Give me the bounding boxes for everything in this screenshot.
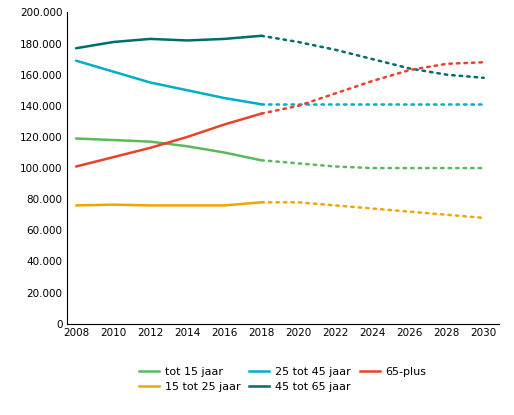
- Legend: tot 15 jaar, 15 tot 25 jaar, 25 tot 45 jaar, 45 tot 65 jaar, 65-plus: tot 15 jaar, 15 tot 25 jaar, 25 tot 45 j…: [139, 366, 426, 392]
